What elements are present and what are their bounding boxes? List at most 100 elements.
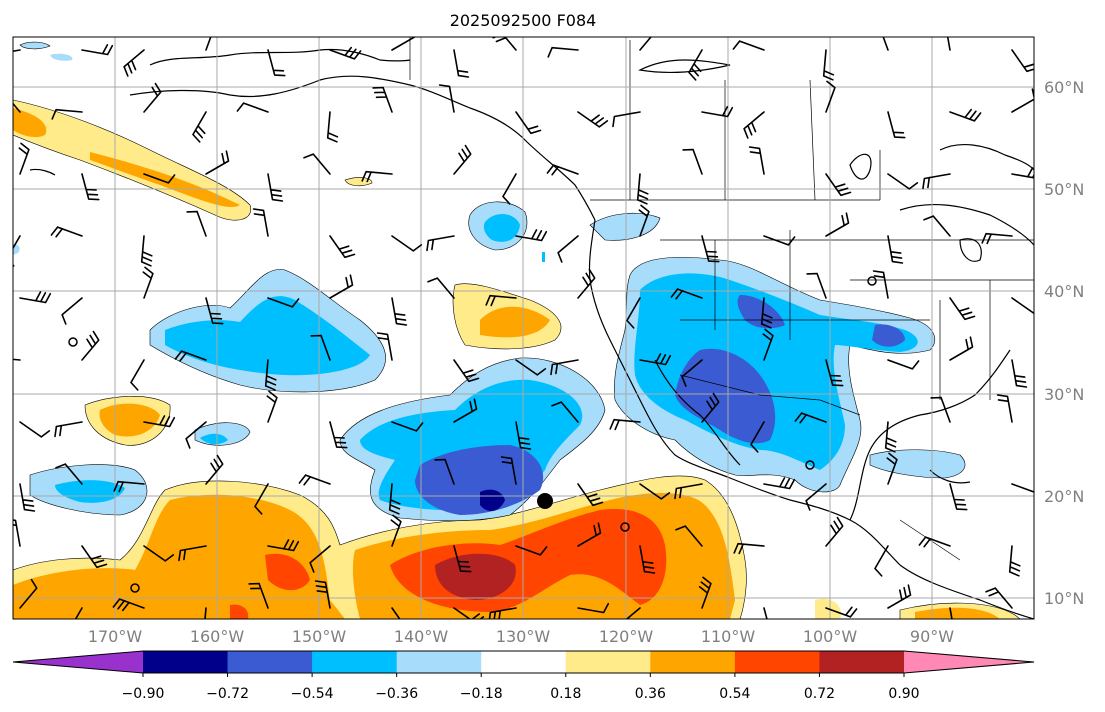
- lat-label: 40°N: [1044, 282, 1084, 301]
- wind-barb: [388, 483, 401, 515]
- wind-barb: [453, 398, 478, 423]
- colorbar-tick-labels: −0.90 −0.72 −0.54 −0.36 −0.18 0.18 0.36 0.54 0.7…: [122, 673, 920, 702]
- wind-barb: [298, 474, 331, 486]
- wind-barb: [949, 336, 974, 361]
- wind-barb: [577, 483, 604, 507]
- wind-barb: [267, 539, 300, 552]
- wind-barb: [887, 235, 904, 264]
- wind-barb: [515, 421, 532, 450]
- wind-barb: [266, 390, 278, 423]
- lat-label: 10°N: [1044, 589, 1084, 608]
- wind-barb: [205, 150, 230, 175]
- wind-barb: [794, 412, 827, 424]
- wind-barb: [205, 297, 224, 325]
- wind-barb: [453, 49, 470, 78]
- wind-barb: [698, 576, 712, 609]
- wind-barb: [670, 288, 703, 300]
- map-area: [13, 37, 1034, 619]
- wind-barb: [949, 108, 982, 122]
- wind-barb: [886, 452, 898, 485]
- wind-barb: [185, 421, 207, 449]
- wind-barb: [174, 350, 207, 362]
- wind-barb: [515, 545, 548, 556]
- lon-label: 150°W: [292, 627, 347, 646]
- wind-barb: [760, 297, 773, 329]
- wind-barb: [887, 111, 906, 139]
- wind-barb: [930, 396, 951, 423]
- wind-barb: [19, 421, 51, 438]
- calm-circle: [620, 522, 630, 532]
- wind-barb: [51, 108, 83, 120]
- wind-barb: [143, 82, 162, 113]
- wind-barb: [825, 606, 858, 618]
- wind-barb: [391, 297, 408, 326]
- wind-barb: [140, 235, 153, 267]
- coastlines: [29, 48, 1034, 619]
- wind-barb: [143, 415, 176, 428]
- wind-barb: [825, 359, 844, 387]
- colorbar-tick-label: 0.36: [635, 686, 666, 702]
- wind-barb: [743, 111, 765, 139]
- colorbar-segment: [481, 651, 567, 673]
- wind-barb: [733, 542, 765, 555]
- wind-barb: [19, 578, 38, 609]
- lat-label: 30°N: [1044, 385, 1084, 404]
- wind-barb: [54, 421, 83, 438]
- calm-circle: [867, 276, 877, 286]
- wind-barb: [577, 602, 610, 614]
- wind-barb: [874, 545, 889, 577]
- wind-barb: [825, 80, 836, 113]
- wind-barb: [825, 516, 844, 547]
- lon-label: 130°W: [496, 627, 551, 646]
- wind-barb: [609, 418, 641, 431]
- wind-barb: [329, 274, 354, 299]
- colorbar: [12, 650, 1035, 674]
- map-title: 2025092500 F084: [450, 11, 597, 30]
- wind-barb: [186, 210, 207, 237]
- negative-anomaly-regions: [13, 41, 966, 521]
- colorbar-segment: [650, 651, 736, 673]
- wind-barb: [361, 170, 393, 183]
- wind-barb: [50, 226, 83, 238]
- wind-barb: [763, 607, 768, 619]
- wind-barb: [376, 332, 393, 361]
- wind-barb: [805, 483, 827, 511]
- wind-barb: [763, 477, 796, 490]
- wind-barb: [326, 111, 339, 143]
- wind-barb: [81, 545, 108, 569]
- colorbar-tick-label: −0.90: [122, 686, 165, 702]
- wind-barb: [551, 401, 579, 423]
- latitude-labels: 60°N 50°N 40°N 30°N 20°N 10°N: [1044, 78, 1084, 608]
- wind-barb: [453, 545, 472, 573]
- wind-barb: [112, 598, 145, 612]
- wind-barb: [639, 37, 652, 51]
- wind-barb: [825, 212, 850, 237]
- wind-barb: [949, 607, 953, 619]
- wind-barb: [1011, 483, 1034, 493]
- wind-barb: [143, 173, 176, 184]
- calm-circle: [68, 337, 78, 347]
- wind-barb: [949, 483, 968, 511]
- colorbar-segment: [227, 651, 313, 673]
- wind-barb: [763, 235, 796, 246]
- wind-barb: [577, 522, 602, 547]
- wind-barb: [453, 607, 485, 619]
- positive-anomaly-regions: [13, 99, 1021, 619]
- wind-barb: [825, 173, 852, 197]
- wind-barb: [205, 454, 224, 485]
- colorbar-segment: [312, 651, 398, 673]
- wind-barb: [310, 334, 331, 361]
- colorbar-extend-high: [904, 651, 1034, 673]
- wind-barb: [485, 294, 517, 307]
- lon-label: 110°W: [701, 627, 756, 646]
- wind-barb: [267, 297, 300, 308]
- wind-barbs: [13, 37, 1034, 619]
- wind-barb: [626, 297, 641, 329]
- wind-barb: [391, 37, 416, 51]
- wind-barb: [1008, 545, 1021, 577]
- wind-barb: [434, 458, 455, 485]
- wind-barb: [178, 545, 207, 562]
- wind-barb: [264, 359, 277, 391]
- wind-barb: [236, 102, 269, 113]
